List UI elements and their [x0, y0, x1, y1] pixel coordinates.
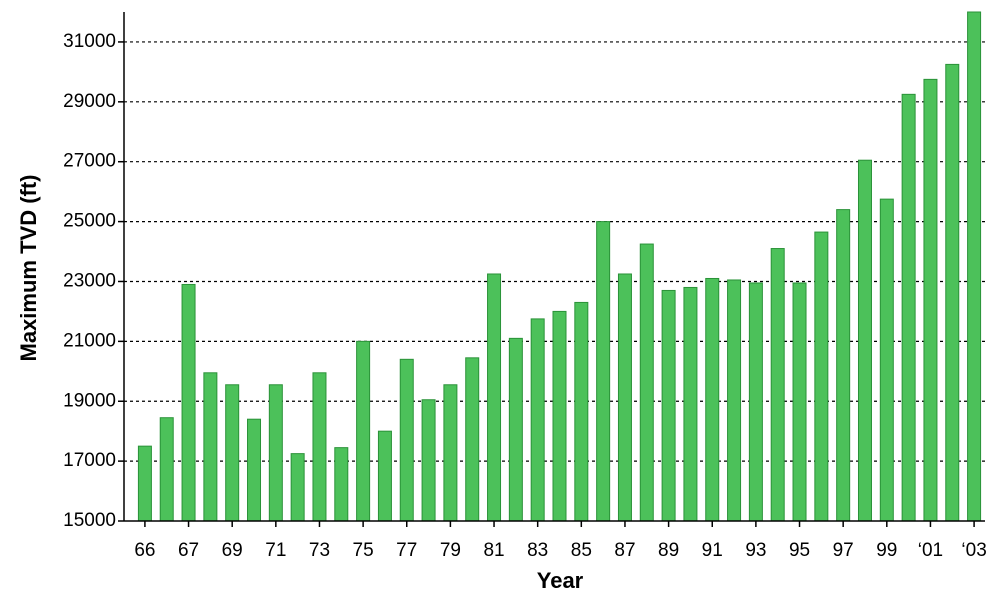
- x-tick-label: 89: [658, 540, 679, 561]
- bar: [312, 372, 327, 522]
- bar: [683, 286, 698, 522]
- x-tick-label: 71: [265, 540, 286, 561]
- bar: [443, 384, 458, 522]
- y-tick-label: 15000: [63, 510, 116, 531]
- bar: [661, 289, 676, 522]
- bar: [748, 282, 763, 522]
- x-tick-label: 77: [396, 540, 417, 561]
- bar: [334, 447, 349, 522]
- x-tick-label: 69: [222, 540, 243, 561]
- bar: [945, 63, 960, 522]
- x-tick-label: ‘03: [961, 540, 986, 561]
- x-tick-label: 85: [571, 540, 592, 561]
- y-tick-label: 31000: [63, 31, 116, 52]
- bar: [465, 357, 480, 522]
- bar: [290, 453, 305, 522]
- bar: [967, 11, 982, 522]
- bar: [421, 399, 436, 522]
- bar: [203, 372, 218, 522]
- x-tick-label: 91: [702, 540, 723, 561]
- bar: [225, 384, 240, 522]
- x-tick-label: 83: [527, 540, 548, 561]
- bar: [923, 78, 938, 522]
- bar: [792, 282, 807, 522]
- y-tick-label: 17000: [63, 450, 116, 471]
- x-tick-label: 95: [789, 540, 810, 561]
- bar: [356, 340, 371, 522]
- y-tick-label: 19000: [63, 390, 116, 411]
- bar: [247, 418, 262, 522]
- bar: [770, 248, 785, 522]
- y-tick-label: 21000: [63, 330, 116, 351]
- x-tick-label: 75: [353, 540, 374, 561]
- x-tick-label: 67: [178, 540, 199, 561]
- y-tick-label: 23000: [63, 270, 116, 291]
- x-tick-label: 87: [614, 540, 635, 561]
- bar: [727, 279, 742, 522]
- y-tick-label: 25000: [63, 211, 116, 232]
- bar: [814, 231, 829, 522]
- x-tick-label: 81: [483, 540, 504, 561]
- bar: [901, 93, 916, 522]
- bar: [574, 301, 589, 522]
- x-tick-label: 93: [745, 540, 766, 561]
- bar: [181, 283, 196, 522]
- bar: [399, 358, 414, 522]
- bar: [159, 417, 174, 522]
- x-tick-label: 73: [309, 540, 330, 561]
- x-tick-label: 99: [876, 540, 897, 561]
- bar: [879, 198, 894, 522]
- x-tick-label: 79: [440, 540, 461, 561]
- x-tick-label: 66: [134, 540, 155, 561]
- bar: [552, 310, 567, 522]
- bar: [508, 337, 523, 522]
- bar: [137, 445, 152, 522]
- x-axis-title: Year: [537, 568, 584, 593]
- bar: [639, 243, 654, 522]
- bar: [377, 430, 392, 522]
- bar: [268, 384, 283, 522]
- y-axis-title: Maximum TVD (ft): [16, 175, 41, 362]
- bar: [487, 273, 502, 522]
- bar: [596, 221, 611, 522]
- bar: [617, 273, 632, 522]
- y-tick-label: 29000: [63, 91, 116, 112]
- bar: [857, 159, 872, 522]
- x-tick-label: ‘01: [918, 540, 943, 561]
- y-tick-label: 27000: [63, 151, 116, 172]
- bar: [530, 318, 545, 522]
- bar: [836, 209, 851, 522]
- x-tick-label: 97: [833, 540, 854, 561]
- bar: [705, 277, 720, 522]
